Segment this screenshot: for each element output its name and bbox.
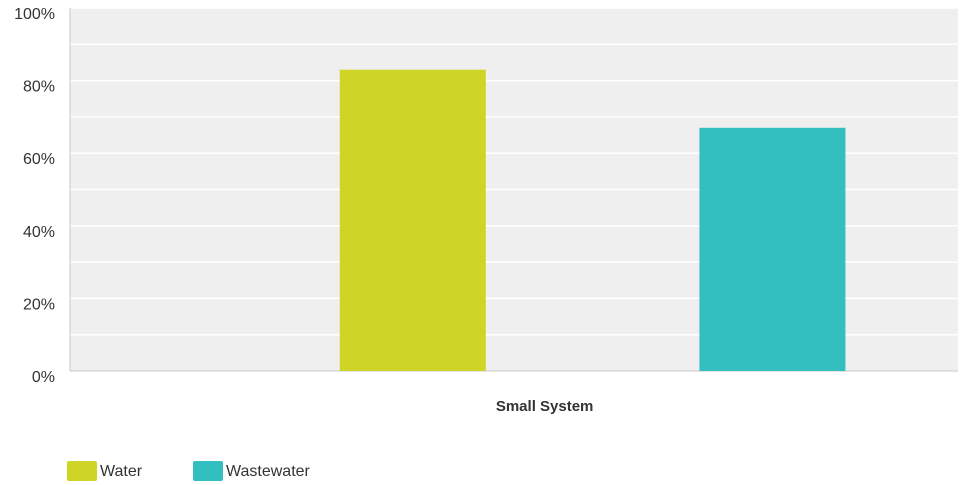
legend-item-wastewater[interactable]: Wastewater [193,461,311,481]
bar-wastewater-0[interactable] [699,127,846,371]
legend-label-1: Wastewater [226,463,311,480]
legend-swatch-0 [67,461,97,481]
legend-item-water[interactable]: Water [67,461,143,481]
bars [339,69,846,372]
y-tick-label-0: 0% [32,369,55,386]
bar-water-0[interactable] [339,69,486,372]
legend[interactable]: Water Wastewater [67,461,311,481]
y-axis-tick-labels: 0% 20% 40% 60% 80% 100% [14,6,55,386]
x-category-label-0: Small System [496,398,594,415]
legend-swatch-1 [193,461,223,481]
gridlines [70,7,958,336]
legend-label-0: Water [100,463,143,480]
y-tick-label-4: 80% [23,79,55,96]
y-tick-label-3: 60% [23,151,55,168]
x-axis-category-labels: Small System [496,398,594,415]
y-tick-label-2: 40% [23,224,55,241]
y-tick-label-5: 100% [14,6,55,23]
y-tick-label-1: 20% [23,296,55,313]
